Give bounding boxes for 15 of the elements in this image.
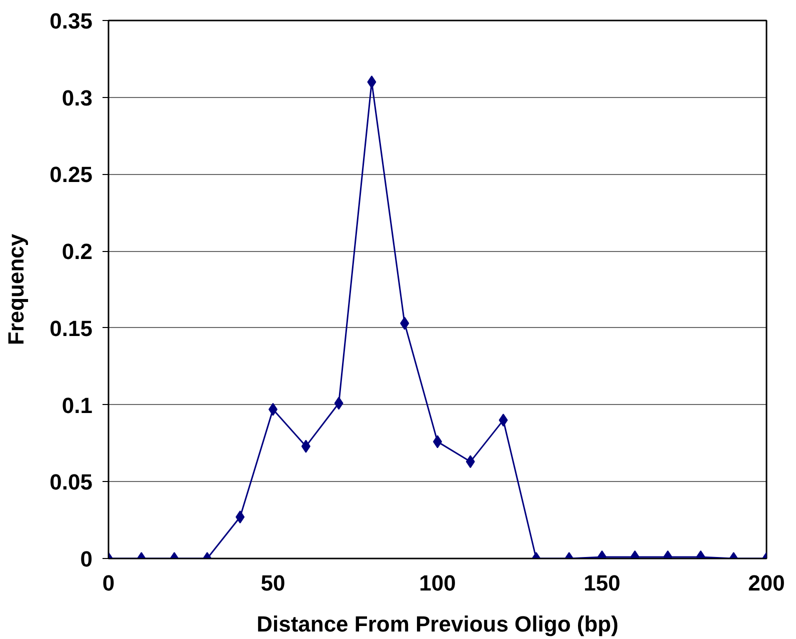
x-tick-label: 50 xyxy=(260,570,286,596)
x-tick-label: 200 xyxy=(748,570,785,596)
y-tick-label: 0 xyxy=(80,546,93,572)
y-tick-label: 0.3 xyxy=(62,85,93,110)
y-axis-title: Frequency xyxy=(4,233,29,346)
y-tick-label: 0.1 xyxy=(62,392,93,418)
x-axis-title: Distance From Previous Oligo (bp) xyxy=(256,612,618,636)
x-tick-label: 100 xyxy=(419,570,456,596)
x-tick-label: 150 xyxy=(584,570,620,596)
x-tick-label: 0 xyxy=(102,570,115,596)
y-tick-label: 0.2 xyxy=(62,239,93,264)
y-tick-label: 0.05 xyxy=(50,470,93,495)
y-tick-label: 0.15 xyxy=(50,316,93,341)
y-tick-label: 0.35 xyxy=(50,8,93,34)
y-tick-label: 0.25 xyxy=(50,162,93,188)
